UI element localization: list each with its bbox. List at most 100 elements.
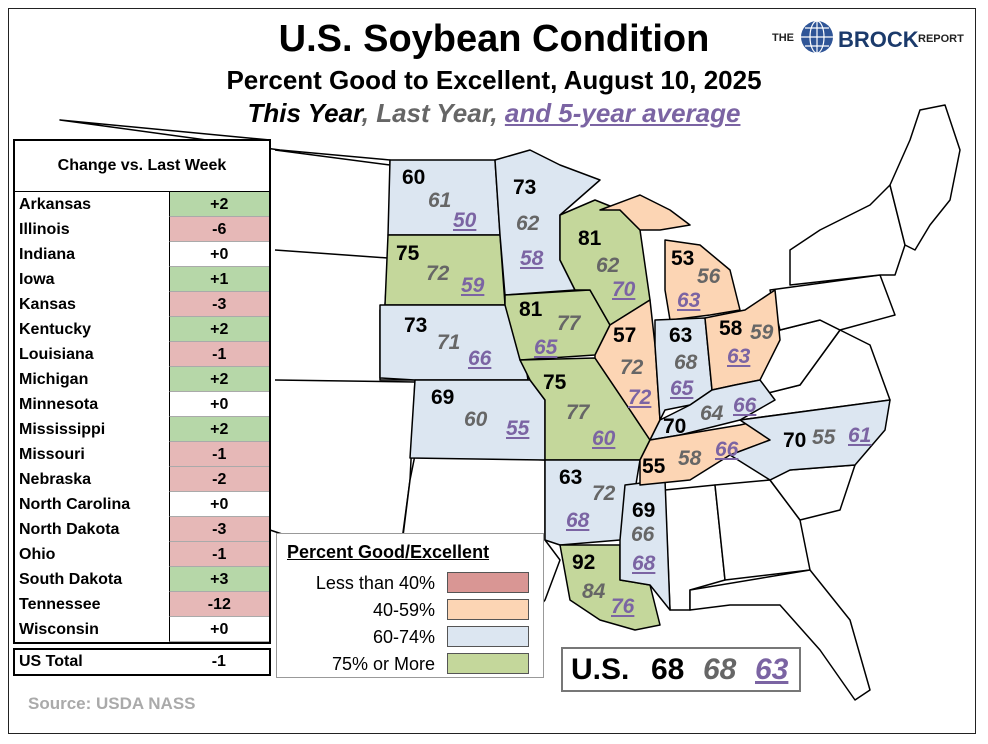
legend-item-label: 40-59% — [372, 600, 435, 620]
state-il-last-year: 72 — [620, 356, 644, 379]
state-il-this-year: 57 — [613, 324, 637, 347]
legend-item-label: 75% or More — [331, 654, 435, 674]
logo-brock: BROCK — [838, 27, 919, 52]
state-nd-last-year: 61 — [428, 189, 452, 212]
legend-item-label: Less than 40% — [315, 573, 435, 593]
state-ar-last-year: 72 — [592, 482, 616, 505]
change-row-state: Michigan — [19, 371, 89, 388]
change-row-value: +2 — [168, 317, 269, 342]
change-row: Minnesota +0 — [15, 392, 269, 417]
series-line: This Year, Last Year, and 5-year average — [0, 98, 988, 129]
map-pa — [769, 274, 896, 331]
state-ia-last-year: 77 — [557, 312, 581, 335]
change-row: Louisiana -1 — [15, 342, 269, 367]
state-mn-avg: 58 — [520, 247, 544, 270]
change-table-header: Change vs. Last Week — [15, 141, 269, 192]
change-row-value: +0 — [168, 617, 269, 642]
state-il-avg: 72 — [628, 386, 652, 409]
state-ks-avg: 55 — [506, 417, 530, 440]
state-tn-avg: 66 — [715, 438, 739, 461]
change-row-state: Iowa — [19, 271, 55, 288]
change-row-state: North Dakota — [19, 521, 120, 538]
change-row: Wisconsin +0 — [15, 617, 269, 642]
globe-icon — [801, 20, 833, 54]
state-nc-this-year: 70 — [783, 429, 807, 452]
us-total-box: U.S. 68 68 63 — [561, 647, 801, 692]
state-mo-last-year: 77 — [566, 401, 590, 424]
state-in-this-year: 63 — [669, 324, 693, 347]
state-mi-upper — [599, 194, 691, 231]
chart-subtitle: Percent Good to Excellent, August 10, 20… — [226, 65, 762, 95]
state-mi — [664, 239, 741, 321]
logo-report: REPORT — [918, 33, 964, 45]
change-row-value: +2 — [168, 367, 269, 392]
series-last-year: Last Year — [376, 98, 491, 128]
state-ne-avg: 66 — [468, 347, 492, 370]
change-row-value: +0 — [168, 242, 269, 267]
change-row-value: -6 — [168, 217, 269, 242]
state-mn-last-year: 62 — [516, 212, 540, 235]
change-row: Mississippi +2 — [15, 417, 269, 442]
change-row-value: +0 — [168, 392, 269, 417]
state-oh-avg: 63 — [727, 345, 751, 368]
state-mi-last-year: 56 — [697, 265, 721, 288]
state-ky-avg: 66 — [733, 394, 757, 417]
change-row-state: Louisiana — [19, 346, 94, 363]
us-total-avg: 63 — [755, 653, 789, 686]
change-row: Illinois -6 — [15, 217, 269, 242]
total-label: US Total — [19, 653, 83, 670]
legend-swatch — [447, 653, 529, 674]
state-ia-avg: 65 — [534, 336, 558, 359]
change-row: North Carolina +0 — [15, 492, 269, 517]
series-sep-2: , — [490, 98, 498, 128]
change-row-state: Minnesota — [19, 396, 99, 413]
legend-item-label: 60-74% — [372, 627, 435, 647]
map-co-line — [274, 379, 416, 383]
state-oh-last-year: 59 — [750, 321, 774, 344]
state-tn-last-year: 58 — [678, 447, 702, 470]
state-tn-this-year: 55 — [642, 455, 666, 478]
change-row: North Dakota -3 — [15, 517, 269, 542]
brock-report-logo: THE BROCK REPORT — [772, 18, 972, 58]
state-ms-last-year: 66 — [631, 523, 655, 546]
state-wi-avg: 70 — [612, 278, 636, 301]
state-wi-this-year: 81 — [578, 227, 602, 250]
change-row-value: +3 — [168, 567, 269, 592]
change-row: Iowa +1 — [15, 267, 269, 292]
state-ar-avg: 68 — [566, 509, 590, 532]
legend-item: 60-74% — [277, 624, 545, 650]
state-ne-this-year: 73 — [404, 314, 428, 337]
legend-item: 75% or More — [277, 651, 545, 677]
map-ne-states — [889, 104, 961, 251]
state-ky-last-year: 64 — [700, 402, 724, 425]
change-row-value: -1 — [168, 542, 269, 567]
change-row-value: -3 — [168, 517, 269, 542]
change-row-state: Illinois — [19, 221, 70, 238]
map-ny — [789, 184, 906, 286]
source-note: Source: USDA NASS — [28, 694, 196, 713]
change-row: Kansas -3 — [15, 292, 269, 317]
state-ia-this-year: 81 — [519, 298, 543, 321]
legend-swatch — [447, 572, 529, 593]
legend-swatch — [447, 626, 529, 647]
state-nd-avg: 50 — [453, 209, 477, 232]
state-wi-last-year: 62 — [596, 254, 620, 277]
change-row-state: Mississippi — [19, 421, 106, 438]
state-ms-avg: 68 — [632, 552, 656, 575]
map-northwest-line — [274, 149, 391, 166]
figure-frame — [8, 8, 976, 734]
change-row-value: +2 — [168, 192, 269, 217]
state-ne-last-year: 71 — [437, 331, 461, 354]
state-ky — [649, 379, 776, 441]
map-fl — [689, 569, 871, 701]
total-value: -1 — [211, 653, 226, 670]
change-row-state: Missouri — [19, 446, 85, 463]
us-total-label: U.S. — [571, 653, 630, 686]
change-row: Missouri -1 — [15, 442, 269, 467]
change-row-state: Ohio — [19, 546, 56, 563]
state-nc — [729, 399, 891, 481]
map-mt-wy-line — [274, 249, 389, 259]
change-row-value: +2 — [168, 417, 269, 442]
change-row: Michigan +2 — [15, 367, 269, 392]
